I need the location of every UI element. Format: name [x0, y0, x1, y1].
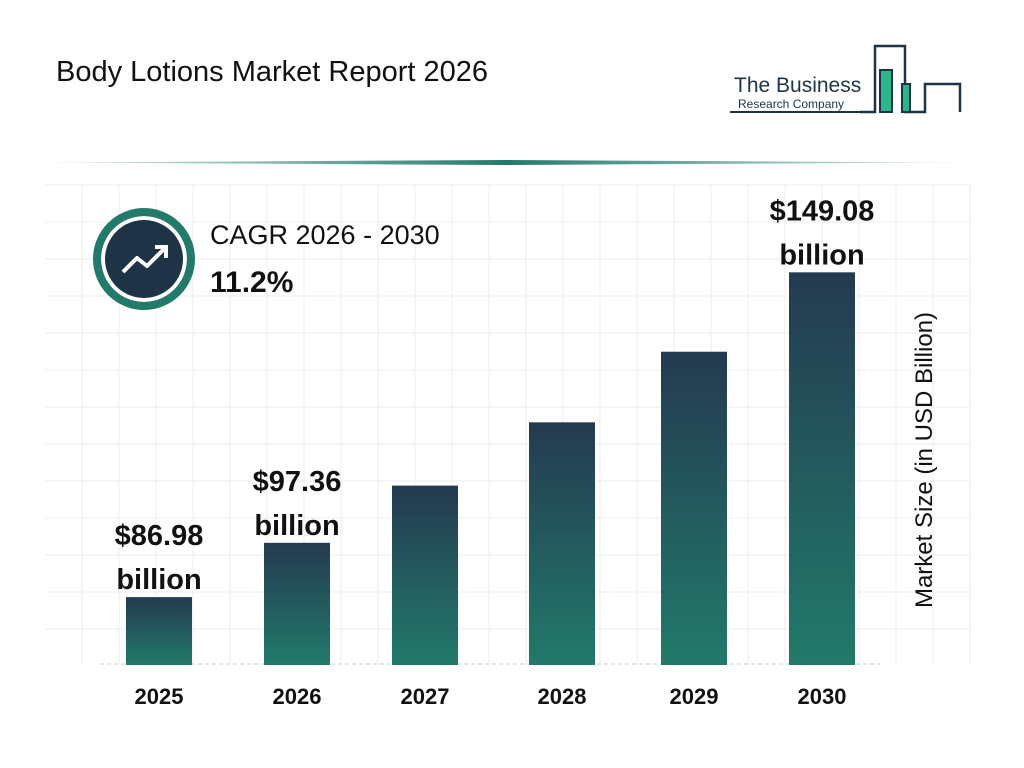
data-label: $97.36 — [253, 466, 342, 498]
data-label: $86.98 — [115, 520, 204, 552]
bar-2027 — [392, 485, 458, 665]
logo-line2: Research Company — [738, 97, 845, 111]
trending-up-icon — [121, 245, 168, 274]
logo-line1: The Business — [734, 74, 862, 97]
bar-2028 — [529, 422, 595, 665]
x-tick-label: 2027 — [401, 684, 450, 709]
y-axis-label: Market Size (in USD Billion) — [911, 311, 938, 609]
bar-2026 — [264, 542, 330, 665]
data-label: $149.08 — [770, 195, 875, 227]
cagr-label: CAGR 2026 - 2030 — [210, 220, 440, 250]
x-tick-label: 2028 — [538, 684, 587, 709]
data-label: billion — [254, 510, 339, 542]
data-label: billion — [779, 239, 864, 271]
bar-2025 — [126, 597, 192, 665]
bar-2029 — [661, 351, 727, 665]
cagr-value: 11.2% — [210, 266, 294, 299]
company-logo: The Business Research Company — [730, 44, 965, 116]
page-title: Body Lotions Market Report 2026 — [56, 56, 489, 88]
header-divider — [40, 160, 970, 165]
data-label: billion — [116, 564, 201, 596]
logo-bars-icon — [730, 44, 962, 114]
x-tick-label: 2025 — [135, 684, 184, 709]
x-tick-label: 2030 — [798, 684, 847, 709]
bar-2030 — [789, 272, 855, 665]
x-tick-label: 2029 — [670, 684, 719, 709]
x-tick-label: 2026 — [273, 684, 322, 709]
cagr-badge — [93, 208, 195, 310]
